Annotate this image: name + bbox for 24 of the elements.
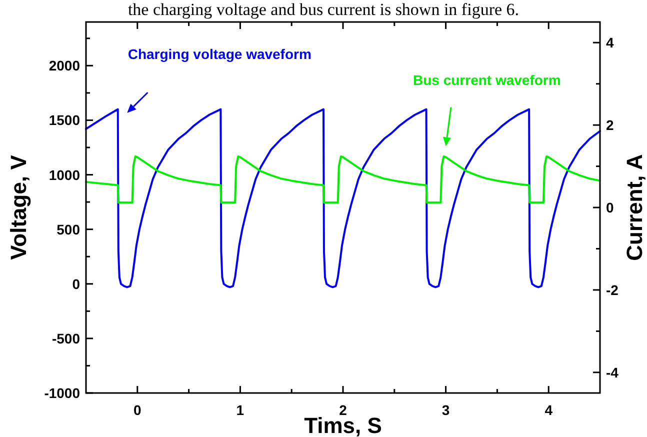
line-series [85,155,601,204]
y-tick-label: 500 [56,221,80,238]
y-tick-label: 1000 [48,166,80,183]
annotation: Bus current waveform [413,72,561,88]
x-tick-label: 4 [544,402,553,418]
y-axis-title: Voltage, V [6,154,31,260]
y-tick-label: -500 [52,330,80,346]
text: the charging voltage and bus current is shown in figure 6. [128,0,520,19]
y-tick-label: 2000 [48,58,80,74]
x-tick-label: 2 [339,402,348,418]
line-series [85,108,601,288]
y-tick-label: 0 [72,276,80,292]
y2-tick-label: 2 [606,117,614,134]
y2-tick-label: -4 [606,364,619,380]
x-tick-label: 3 [442,402,450,418]
y2-tick-label: 4 [606,34,614,51]
annotation: Charging voltage waveform [128,46,312,62]
y-tick-label: 1500 [48,112,80,128]
y2-tick-label: 0 [606,200,614,216]
y2-tick-label: -2 [606,282,619,298]
x-tick-label: 1 [236,402,244,418]
x-tick-label: 0 [134,402,142,418]
y-tick-label: -1000 [44,385,80,401]
y2-axis-title: Current, A [622,154,647,261]
